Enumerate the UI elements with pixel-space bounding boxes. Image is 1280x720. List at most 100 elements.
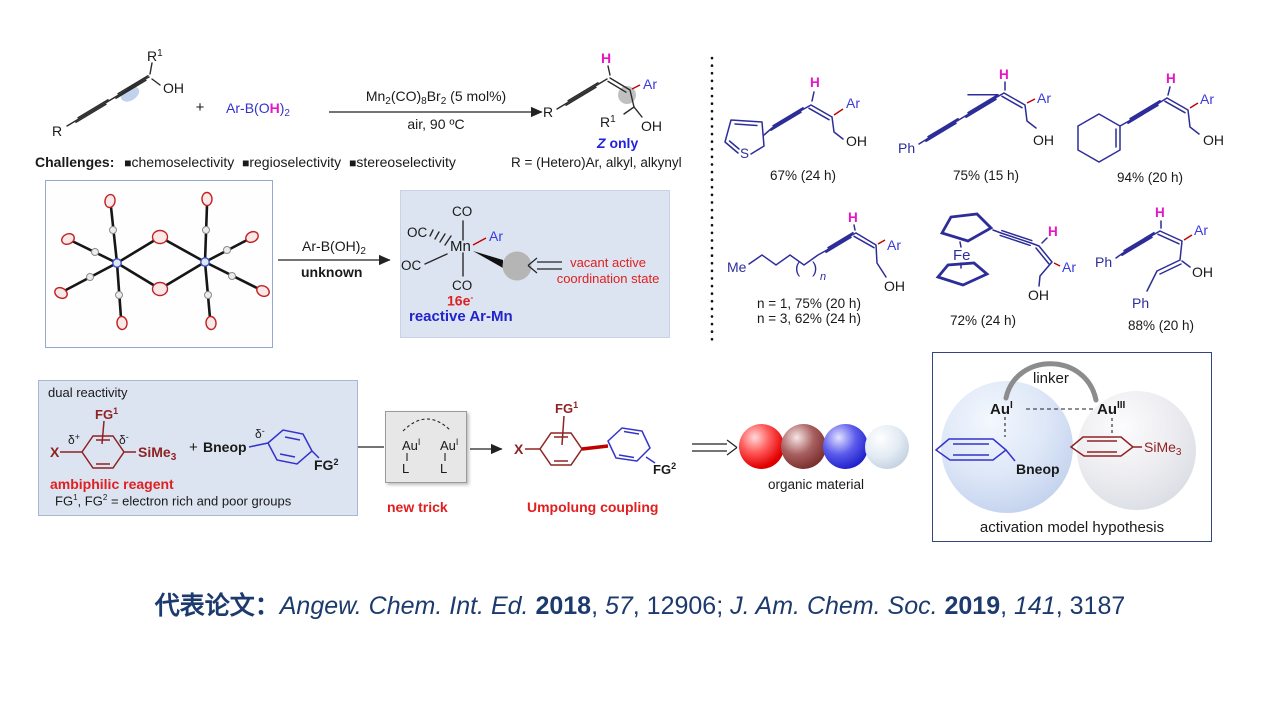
implies-arrow [692, 439, 738, 456]
oh-label: OH [846, 133, 867, 149]
electron-count-label: 16e- [447, 292, 474, 309]
arylboronic-acid-label: Ar-B(OH)2 [302, 238, 366, 257]
sime3-label: SiMe3 [1144, 439, 1182, 458]
vinyl-h-label: H [1155, 205, 1165, 220]
ph-label: Ph [1132, 295, 1149, 311]
bullet-icon: ■ [242, 156, 250, 170]
z-enyne-product-structure: R H Ar R1 OH [543, 50, 662, 134]
unknown-label: unknown [301, 264, 363, 280]
oh-label: OH [884, 278, 905, 294]
me-label: Me [727, 259, 747, 275]
bullet-icon: ■ [124, 156, 132, 170]
ambiphilic-arene-structure: FG1 X δ+ δ- SiMe3 [50, 406, 177, 469]
right-paren: ) [812, 260, 817, 277]
oh-label: OH [1033, 132, 1054, 148]
fg-definition: FG1, FG2 = electron rich and poor groups [55, 493, 292, 509]
n-subscript: n [820, 271, 826, 283]
r-definition: R = (Hetero)Ar, alkyl, alkynyl [511, 155, 682, 170]
fg1-label: FG1 [95, 406, 118, 422]
r-label: R [543, 104, 553, 120]
vinyl-h-label: H [810, 75, 820, 90]
fg2-label: FG2 [653, 461, 676, 477]
r1-label: R1 [147, 48, 163, 64]
ar-label: Ar [846, 95, 860, 111]
vinyl-h-label: H [601, 50, 611, 66]
ar-label: Ar [643, 76, 657, 92]
umpolung-coupling-label: Umpolung coupling [527, 499, 659, 515]
yield-label: 94% (20 h) [1117, 170, 1184, 185]
z-only-label: Z only [597, 135, 639, 151]
ortep-crystal-structure [54, 191, 270, 331]
representative-papers-citation: 代表论文：Angew. Chem. Int. Ed. 2018, 57, 129… [154, 592, 1126, 620]
vinyl-h-label: H [1166, 71, 1176, 86]
fg2-label: FG2 [314, 457, 338, 473]
biaryl-product-structure: X FG1 FG2 [514, 400, 676, 477]
new-trick-label: new trick [387, 499, 448, 515]
xray-structure-panel [45, 180, 273, 348]
fe-label: Fe [953, 247, 971, 264]
delta-minus-label: δ- [119, 432, 129, 447]
reactive-armn-label: reactive Ar-Mn [409, 308, 513, 325]
bneop-label: Bneop [203, 439, 247, 455]
yield-label: 72% (24 h) [950, 313, 1017, 328]
ferrocenyl-product-structure: Fe H Ar OH [935, 212, 1076, 303]
ligand-label: L [440, 461, 447, 476]
mn-label: Mn [450, 238, 471, 255]
ar-label: Ar [489, 228, 503, 244]
ar-label: Ar [1200, 91, 1214, 107]
styryl-product-structure: Ph H Ar OH Ph [1095, 205, 1213, 311]
fg1-label: FG1 [555, 400, 578, 416]
oh-label: OH [1203, 132, 1224, 148]
oc-label: OC [407, 225, 428, 240]
ph-label: Ph [898, 140, 915, 156]
material-sphere-blue [823, 424, 868, 469]
linker-label: linker [1033, 370, 1069, 387]
left-paren: ( [795, 260, 801, 277]
r1-label: R1 [600, 114, 616, 130]
yield-label: n = 1, 75% (20 h) [757, 296, 861, 311]
ambiphilic-panel [38, 380, 358, 516]
sulfur-label: S [740, 146, 749, 161]
au3-label: AuIII [1097, 400, 1126, 418]
sime3-label: SiMe3 [138, 444, 177, 463]
oh-label: OH [1192, 264, 1213, 280]
au1-label: AuI [440, 437, 458, 453]
ar-label: Ar [887, 237, 901, 253]
challenges-line: Challenges: ■chemoselectivity ■regiosele… [35, 154, 456, 170]
catalyst-label: Mn2(CO)8Br2 (5 mol%) [366, 88, 506, 107]
x-label: X [514, 441, 524, 457]
hypothesis-sphere-gray [1077, 391, 1196, 510]
hypothesis-caption: activation model hypothesis [979, 519, 1165, 536]
ar-label: Ar [1194, 222, 1208, 238]
material-sphere-red [739, 424, 784, 469]
ambiphilic-reagent-label: ambiphilic reagent [50, 476, 174, 492]
co-label: CO [452, 204, 472, 219]
conditions-label: air, 90 ºC [407, 116, 464, 132]
organic-material-label: organic material [768, 477, 865, 492]
phenyl-diyne-product-structure: Ph H Ar OH [898, 67, 1054, 156]
ar-label: Ar [1062, 259, 1076, 275]
transmetalation-arrow: Ar-B(OH)2 [278, 238, 391, 266]
material-sphere-maroon [781, 424, 826, 469]
oh-label: OH [641, 118, 662, 134]
arylboronic-acid-label: Ar-B(OH)2 [226, 100, 290, 119]
activation-model-structure: AuI AuIII Bneop SiMe3 [934, 361, 1182, 477]
oh-label: OH [163, 80, 184, 96]
yield-label: n = 3, 62% (24 h) [757, 311, 861, 326]
oh-label: OH [1028, 287, 1049, 303]
vinyl-h-label: H [848, 210, 858, 225]
ar-label: Ar [1037, 90, 1051, 106]
cyclohexenyl-product-structure: H Ar OH [1077, 71, 1224, 163]
bneop-arene-structure: Bneop δ- FG2 [203, 426, 338, 473]
mn-complex-structure: CO Mn OC OC CO Ar [401, 204, 562, 293]
reaction-arrow: Mn2(CO)8Br2 (5 mol%) air, 90 ºC [329, 88, 543, 132]
co-label: CO [452, 278, 472, 293]
material-sphere-silver [865, 425, 909, 469]
ligand-label: L [402, 461, 409, 476]
plus-sign: + [196, 99, 205, 116]
bullet-icon: ■ [349, 156, 357, 170]
vinyl-h-label: H [1048, 224, 1058, 239]
bneop-label: Bneop [1016, 461, 1060, 477]
